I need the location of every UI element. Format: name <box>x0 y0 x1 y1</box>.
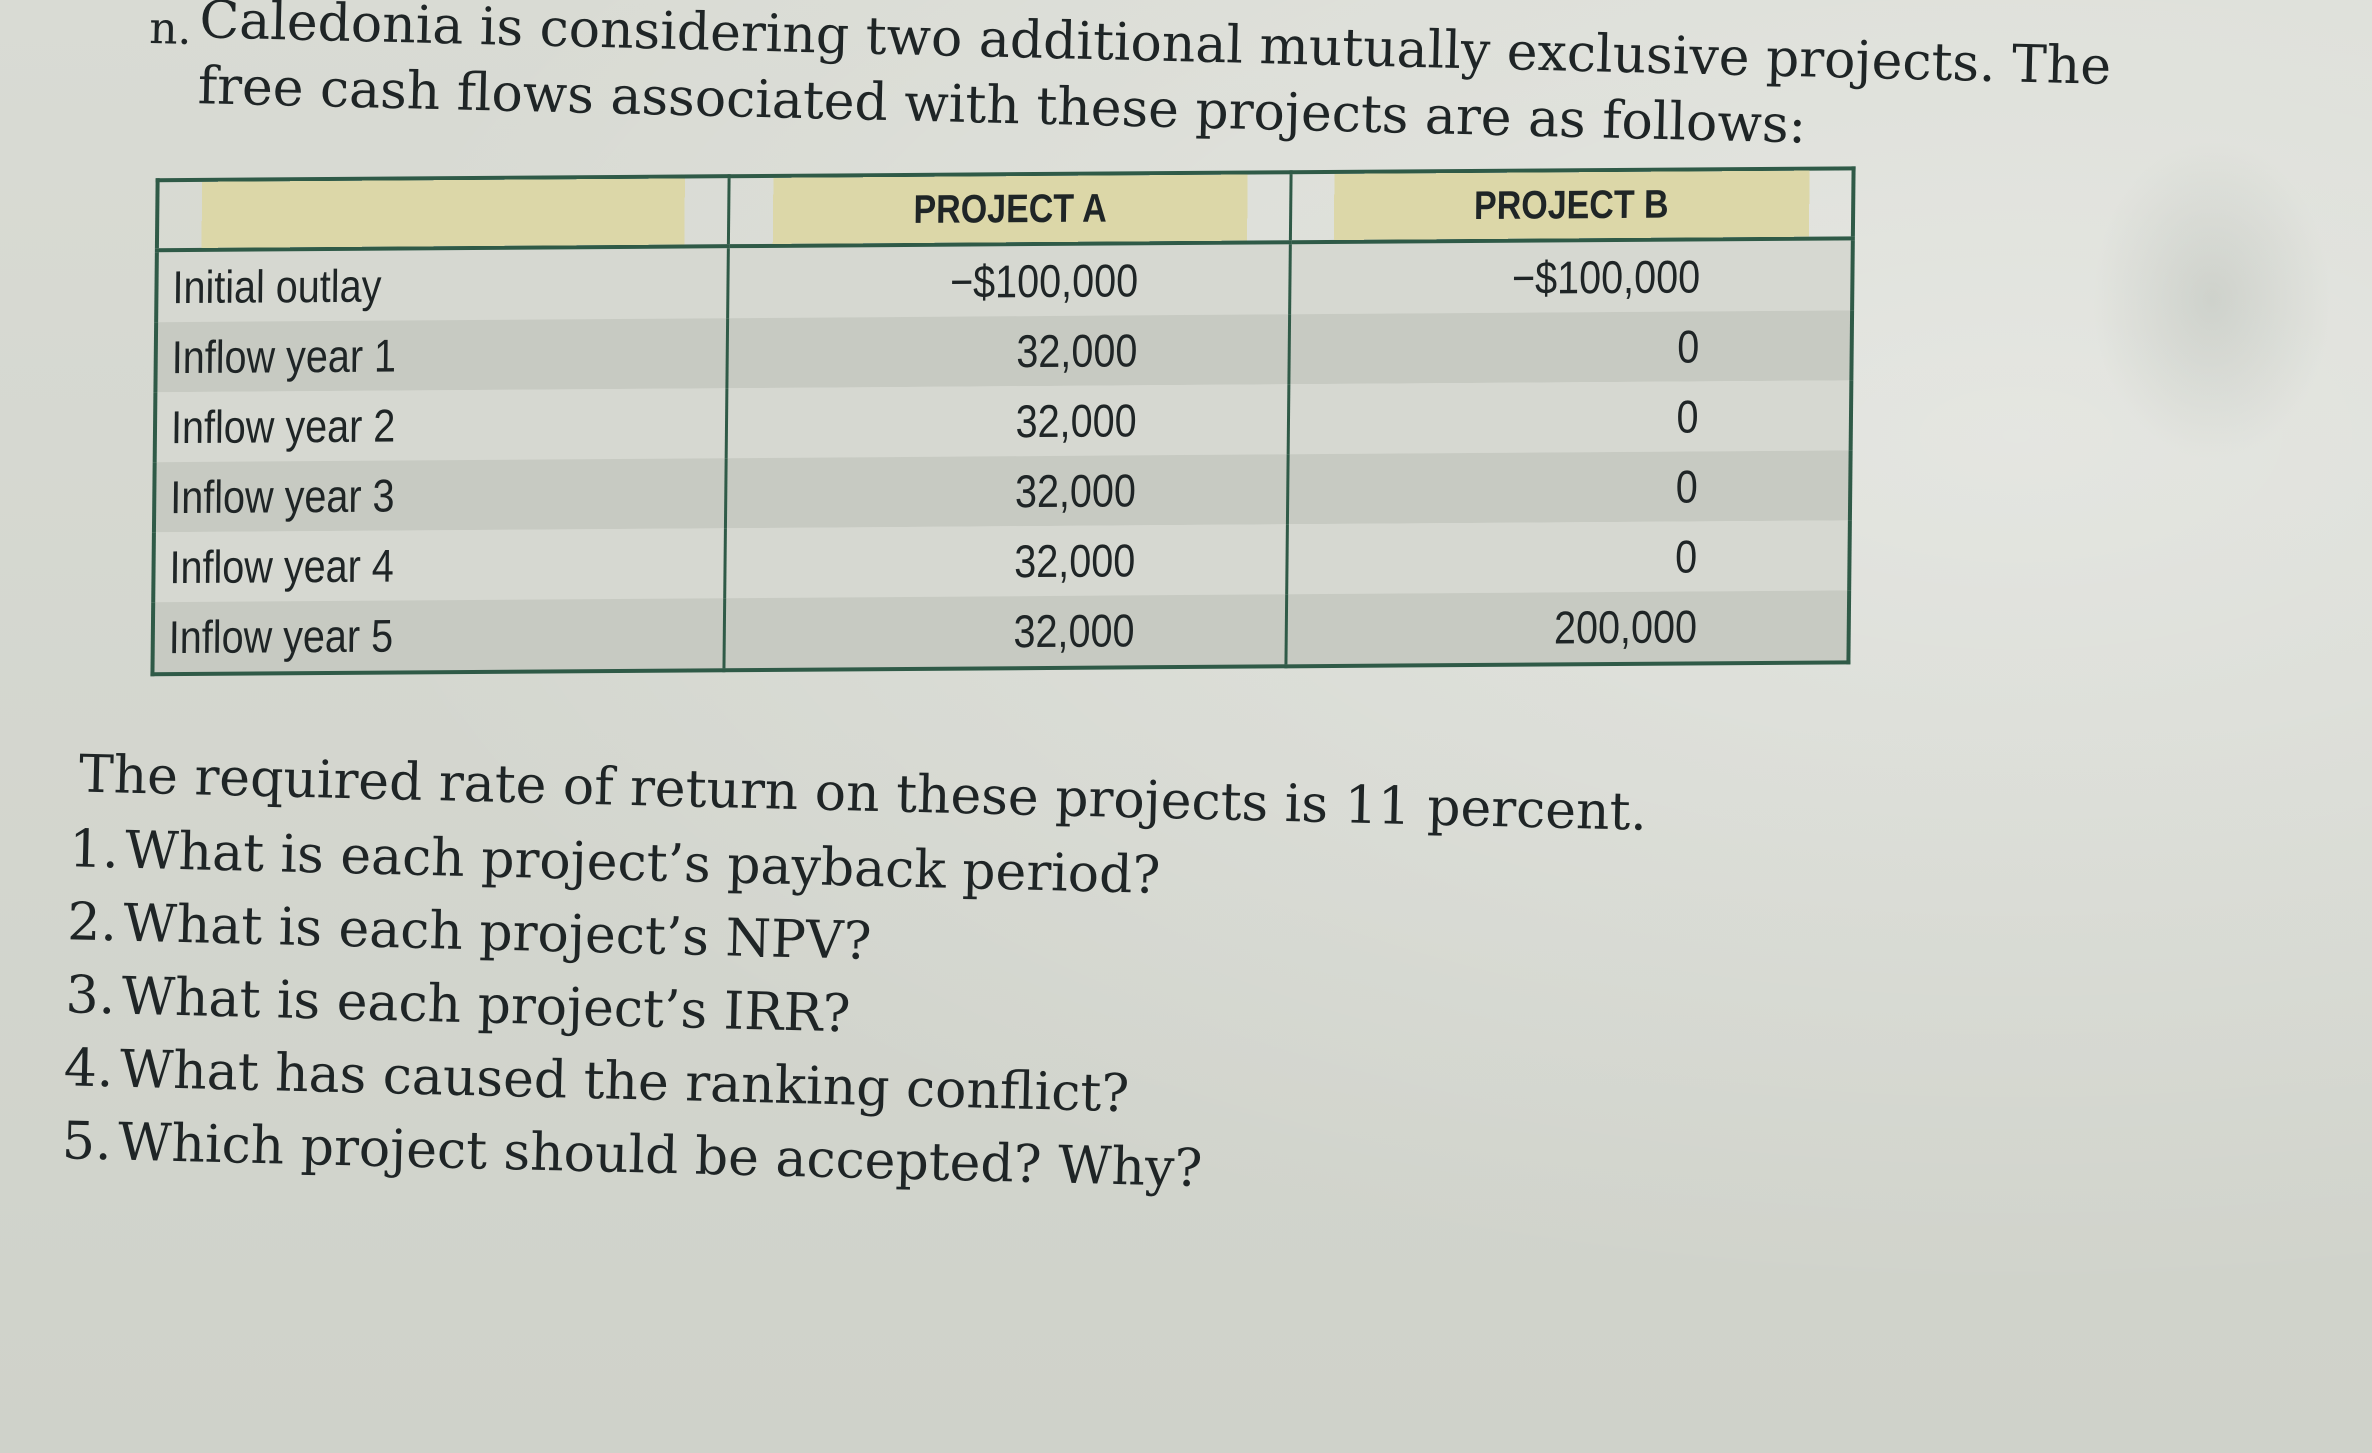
project-a-value: 32,000 <box>725 454 1289 529</box>
question-text: What is each project’s IRR? <box>120 966 852 1045</box>
row-label: Inflow year 1 <box>155 318 728 393</box>
question-text: What is each project’s NPV? <box>122 893 873 972</box>
project-a-value: 32,000 <box>724 524 1288 599</box>
project-b-value: 0 <box>1286 520 1850 595</box>
project-b-value: 0 <box>1287 450 1851 525</box>
cash-flow-table: PROJECT A PROJECT B Initial outlay −$100… <box>150 166 1856 677</box>
question-number: 2. <box>66 892 118 954</box>
table-row: Inflow year 5 32,000 200,000 <box>152 590 1850 675</box>
project-a-value: 32,000 <box>723 594 1287 671</box>
faded-background-print <box>2092 140 2332 460</box>
question-number: 5. <box>61 1111 113 1173</box>
problem-marker: n. <box>148 2 193 56</box>
project-b-value: −$100,000 <box>1289 238 1853 315</box>
project-b-value: 0 <box>1288 380 1852 455</box>
table-row: Inflow year 4 32,000 0 <box>153 520 1850 603</box>
row-label: Inflow year 5 <box>152 598 725 675</box>
row-label: Inflow year 4 <box>153 528 726 603</box>
header-project-b: PROJECT B <box>1332 168 1812 242</box>
table-row: Inflow year 3 32,000 0 <box>153 450 1851 533</box>
table-row: Initial outlay −$100,000 −$100,000 <box>156 238 1853 323</box>
question-number: 3. <box>64 965 117 1027</box>
project-a-value: 32,000 <box>726 314 1290 389</box>
table-header-row: PROJECT A PROJECT B <box>157 168 1854 250</box>
header-project-a: PROJECT A <box>770 172 1249 246</box>
project-b-value: 200,000 <box>1285 590 1850 667</box>
row-label: Inflow year 3 <box>153 458 727 533</box>
table-row: Inflow year 1 32,000 0 <box>155 310 1853 393</box>
project-a-value: 32,000 <box>726 384 1289 459</box>
question-list: 1.What is each project’s payback period?… <box>61 813 1210 1206</box>
question-number: 4. <box>63 1038 115 1100</box>
project-b-value: 0 <box>1288 310 1853 385</box>
header-blank <box>199 176 687 250</box>
question-number: 1. <box>68 819 120 881</box>
problem-intro: n. Caledonia is considering two addition… <box>147 0 2200 168</box>
row-label: Inflow year 2 <box>154 388 727 463</box>
project-a-value: −$100,000 <box>727 242 1291 319</box>
table-row: Inflow year 2 32,000 0 <box>154 380 1852 463</box>
problem-block: n. Caledonia is considering two addition… <box>61 0 2200 1199</box>
problem-intro-text: Caledonia is considering two additional … <box>197 0 2112 156</box>
row-label: Initial outlay <box>156 246 729 323</box>
